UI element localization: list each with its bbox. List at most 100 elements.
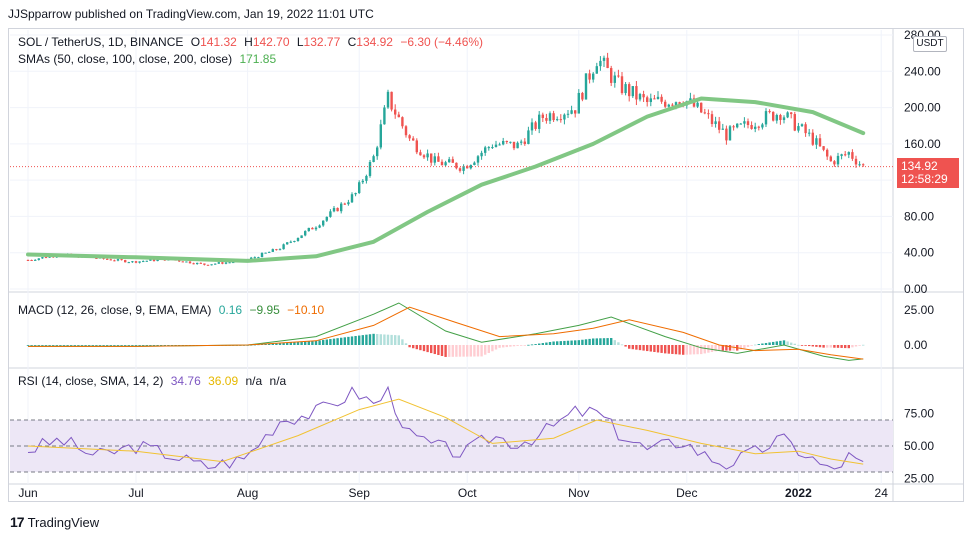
last-price-value: 134.92	[901, 159, 938, 173]
macd-histogram-bar	[350, 336, 354, 345]
low-label: L	[296, 35, 304, 49]
time-tick-label: Jul	[128, 486, 143, 500]
macd-histogram-bar	[494, 345, 498, 350]
macd-histogram-bar	[581, 339, 584, 345]
macd-histogram-bar	[772, 341, 775, 345]
symbol-label[interactable]: SOL / TetherUS, 1D, BINANCE	[18, 35, 184, 49]
candle-body	[376, 147, 379, 157]
macd-histogram-bar	[790, 342, 793, 345]
price-tick-label: 160.00	[904, 137, 941, 151]
macd-histogram-bar	[134, 345, 138, 346]
candle-body	[113, 260, 116, 262]
macd-histogram-bar	[422, 345, 426, 352]
macd-histogram-bar	[451, 345, 454, 357]
time-tick-label: 2022	[785, 486, 812, 500]
macd-histogram-bar	[602, 338, 606, 345]
candle-body	[656, 96, 660, 99]
macd-histogram-bar	[804, 345, 807, 346]
candle-body	[293, 240, 296, 242]
currency-badge[interactable]: USDT	[913, 36, 947, 52]
candle-body	[311, 227, 314, 230]
macd-histogram-bar	[512, 345, 516, 347]
candle-body	[250, 257, 253, 260]
candle-body	[185, 261, 188, 263]
macd-histogram-bar	[523, 345, 526, 346]
macd-histogram-bar	[131, 345, 134, 346]
last-price-tag: 134.92 12:58:29	[897, 158, 959, 188]
macd-histogram-bar	[340, 337, 343, 345]
macd-label[interactable]: MACD (12, 26, close, 9, EMA, EMA)	[18, 303, 212, 317]
tradingview-logo[interactable]: 17 TradingView	[10, 514, 99, 530]
rsi-label[interactable]: RSI (14, close, SMA, 14, 2)	[18, 374, 164, 388]
candle-body	[264, 252, 267, 254]
sma-label[interactable]: SMAs (50, close, 100, close, 200, close)	[18, 52, 233, 66]
macd-histogram-bar	[534, 344, 537, 345]
macd-histogram-bar	[77, 345, 80, 346]
macd-value: −9.95	[249, 303, 280, 317]
candle-body	[592, 73, 595, 80]
high-label: H	[244, 35, 253, 49]
candle-body	[833, 161, 836, 165]
macd-histogram-bar	[610, 338, 613, 345]
macd-histogram-bar	[844, 345, 847, 349]
candle-body	[620, 76, 624, 94]
candle-body	[329, 211, 332, 217]
candle-body	[512, 141, 516, 149]
macd-histogram-bar	[394, 335, 397, 345]
macd-histogram-bar	[386, 334, 390, 345]
macd-histogram-bar	[48, 345, 51, 346]
candle-body	[124, 260, 127, 263]
macd-histogram-bar	[480, 345, 483, 357]
candle-body	[268, 251, 271, 253]
candle-body	[509, 141, 512, 143]
candle-body	[520, 141, 523, 143]
candle-body	[199, 262, 202, 264]
candle-body	[710, 114, 714, 125]
candle-body	[595, 66, 598, 74]
macd-histogram-bar	[41, 345, 44, 346]
macd-histogram-bar	[152, 345, 156, 346]
candle-body	[772, 111, 775, 121]
candle-body	[642, 94, 645, 98]
chart-frame[interactable]	[8, 28, 964, 502]
macd-signal-value: −10.10	[287, 303, 325, 317]
macd-histogram-bar	[66, 345, 69, 346]
macd-histogram-bar	[595, 338, 598, 345]
macd-pane	[26, 302, 865, 361]
candle-body	[649, 98, 652, 103]
close-value: 134.92	[356, 35, 393, 49]
candle-body	[455, 162, 458, 169]
macd-histogram-bar	[264, 343, 267, 345]
candle-body	[516, 142, 519, 149]
candle-body	[793, 114, 796, 131]
candle-body	[95, 257, 98, 259]
macd-histogram-bar	[599, 338, 602, 345]
macd-histogram-bar	[566, 340, 570, 345]
candle-body	[257, 257, 260, 259]
candle-body	[408, 135, 411, 139]
macd-histogram-bar	[563, 340, 566, 345]
candle-body	[631, 86, 634, 97]
macd-histogram-bar	[779, 340, 782, 345]
macd-histogram-bar	[527, 344, 530, 346]
macd-histogram-bar	[682, 345, 685, 355]
candle-body	[152, 259, 156, 262]
candle-body	[574, 110, 577, 114]
sma-200-line	[26, 96, 866, 263]
macd-histogram-bar	[638, 345, 642, 351]
macd-histogram-bar	[696, 345, 699, 355]
macd-histogram-bar	[336, 338, 339, 345]
macd-histogram-bar	[455, 345, 458, 357]
macd-histogram-bar	[854, 345, 858, 347]
candle-body	[340, 203, 343, 212]
time-tick-label: Aug	[237, 486, 258, 500]
candle-body	[462, 166, 465, 171]
macd-histogram-bar	[289, 342, 292, 345]
rsi-legend: RSI (14, close, SMA, 14, 2) 34.76 36.09 …	[18, 374, 290, 388]
macd-histogram-bar	[818, 345, 822, 348]
candle-body	[743, 121, 746, 124]
candle-body	[559, 119, 562, 121]
macd-histogram-bar	[761, 343, 764, 345]
macd-histogram-bar	[91, 345, 94, 346]
